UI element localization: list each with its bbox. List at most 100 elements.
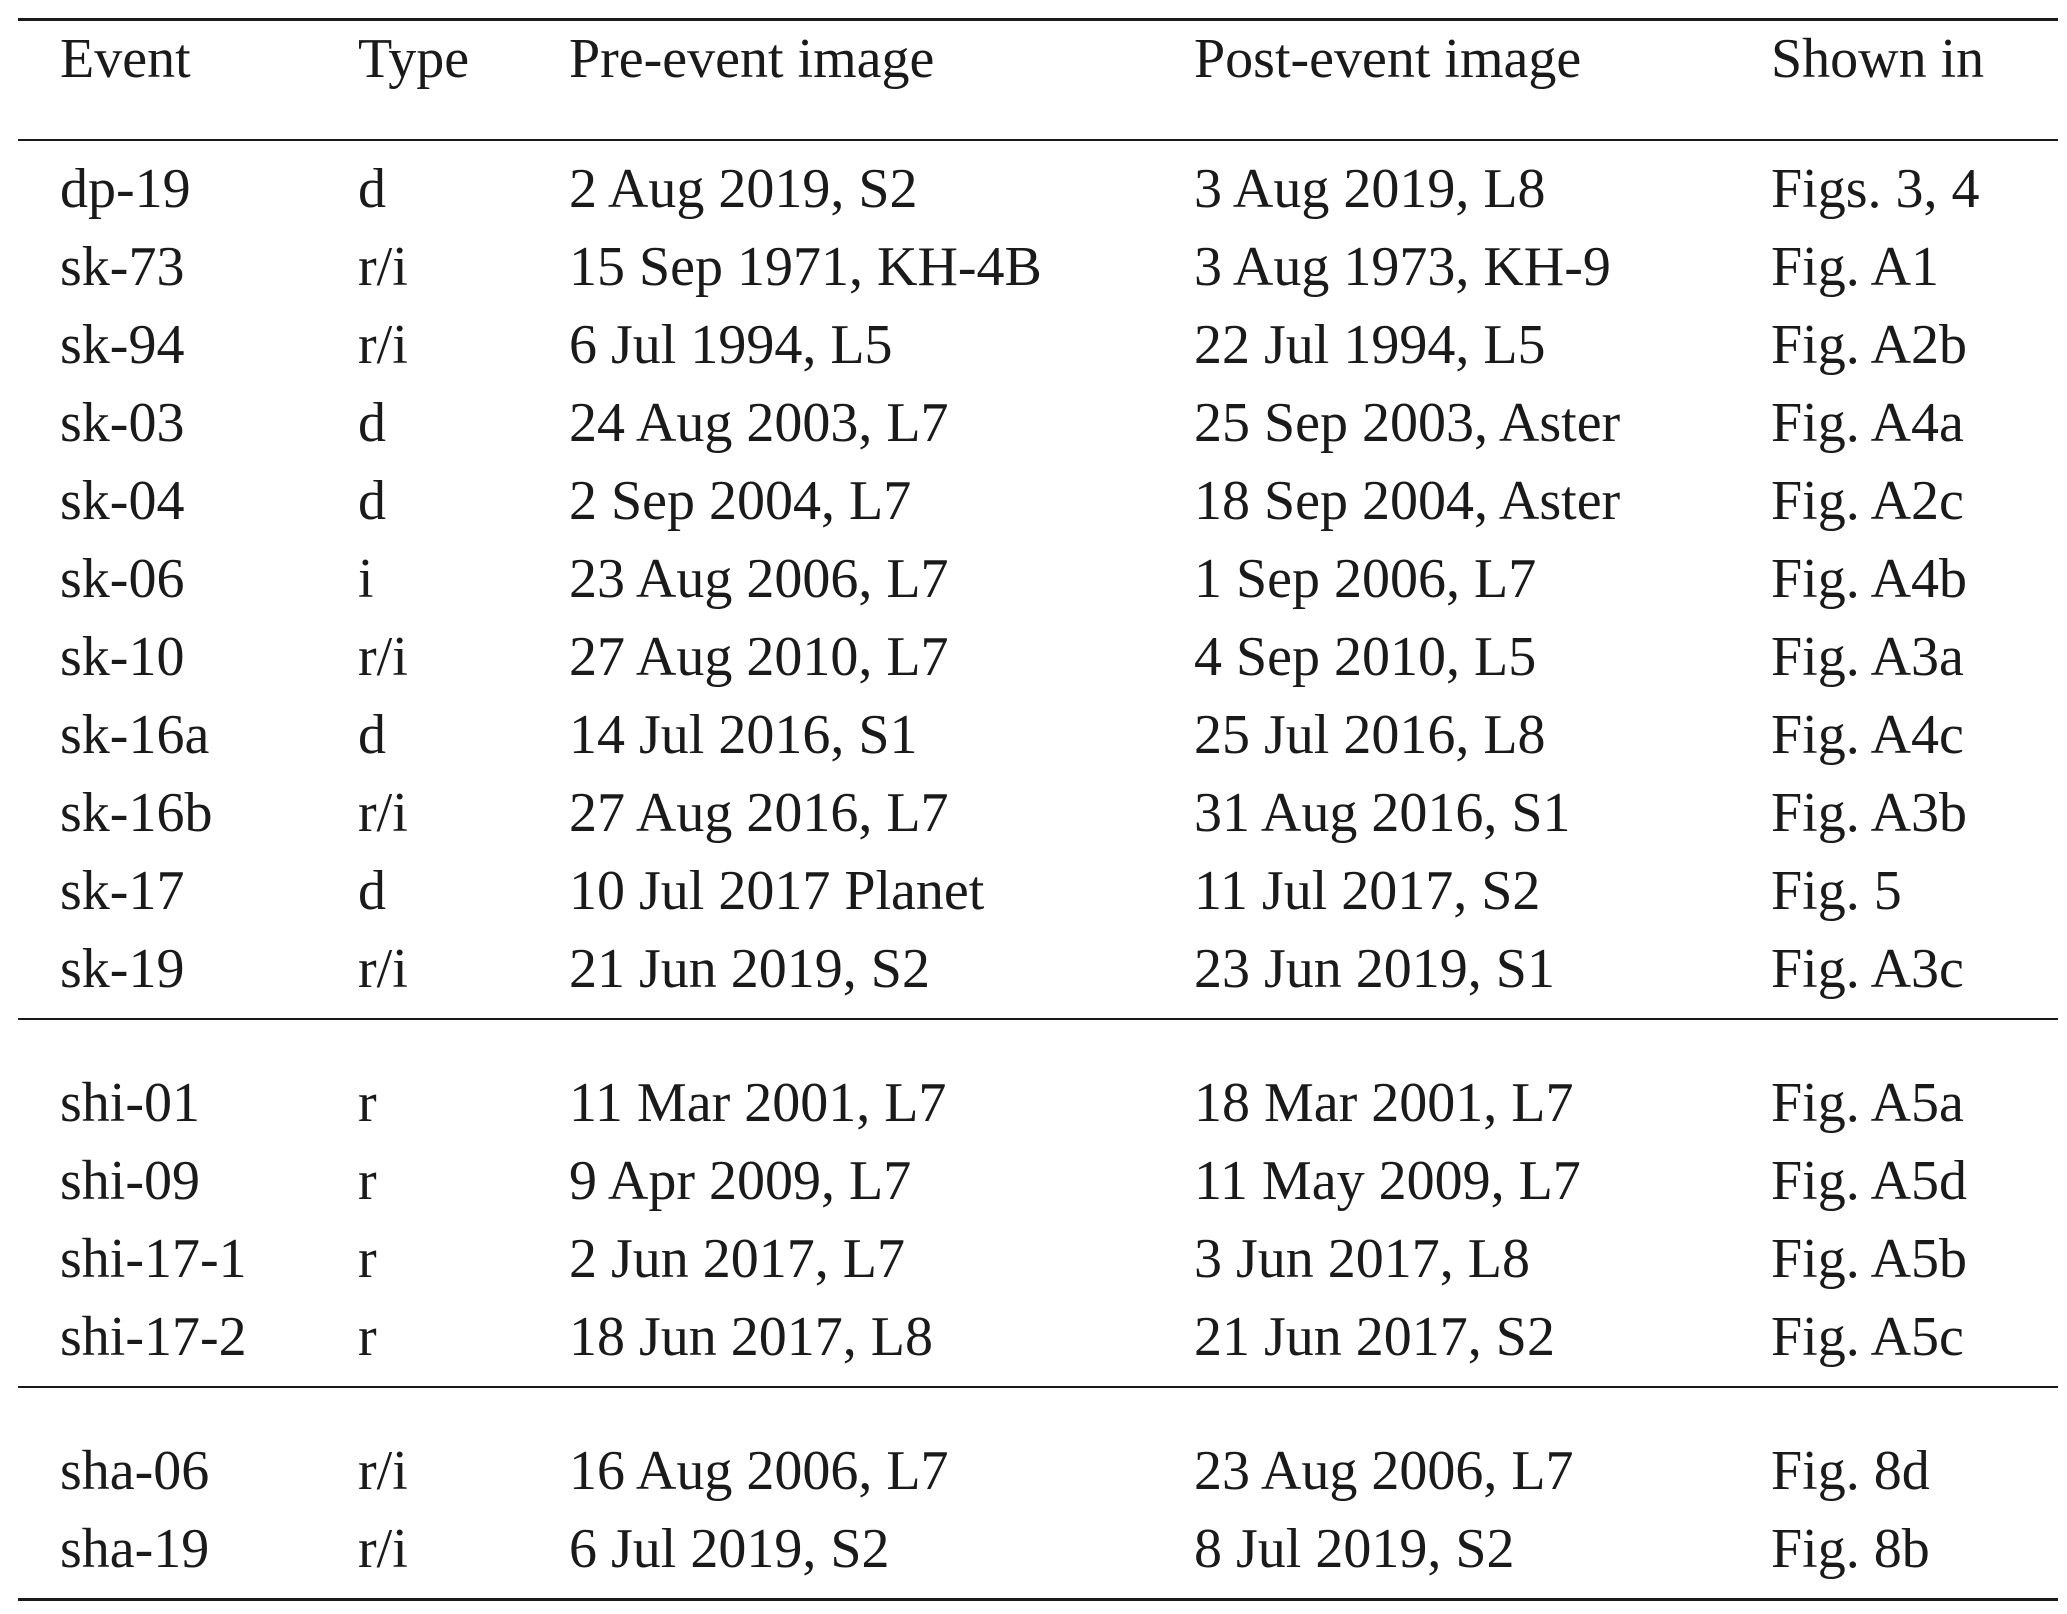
table-row: sk-16a d 14 Jul 2016, S1 25 Jul 2016, L8 Fig… (18, 696, 2058, 774)
cell-type: d (358, 158, 386, 220)
cell-event: shi-01 (60, 1072, 200, 1134)
cell-event: sk-16a (60, 704, 210, 766)
cell-type: r/i (358, 782, 408, 844)
header-row: Event Type Pre-event image Post-event im… (18, 20, 2058, 98)
cell-pre-event-image: 18 Jun 2017, L8 (569, 1306, 933, 1368)
cell-event: sk-04 (60, 470, 185, 532)
cell-shown-in: Fig. A2b (1771, 314, 1968, 376)
header-rule (18, 139, 2058, 141)
cell-pre-event-image: 9 Apr 2009, L7 (569, 1150, 912, 1212)
cell-pre-event-image: 14 Jul 2016, S1 (569, 704, 918, 766)
cell-event: sk-19 (60, 938, 185, 1000)
cell-event: sk-94 (60, 314, 185, 376)
cell-pre-event-image: 16 Aug 2006, L7 (569, 1440, 949, 1502)
cell-shown-in: Fig. 8d (1771, 1440, 1930, 1502)
cell-pre-event-image: 15 Sep 1971, KH-4B (569, 236, 1042, 298)
cell-event: sha-19 (60, 1518, 210, 1580)
cell-type: r (358, 1228, 377, 1290)
cell-type: d (358, 392, 386, 454)
cell-pre-event-image: 27 Aug 2010, L7 (569, 626, 949, 688)
cell-shown-in: Fig. A4b (1771, 548, 1968, 610)
cell-shown-in: Fig. A3a (1771, 626, 1964, 688)
cell-pre-event-image: 27 Aug 2016, L7 (569, 782, 949, 844)
table-row: sk-19 r/i 21 Jun 2019, S2 23 Jun 2019, S1 Fi… (18, 930, 2058, 1008)
cell-post-event-image: 18 Sep 2004, Aster (1194, 470, 1621, 532)
table-row: shi-17-1 r 2 Jun 2017, L7 3 Jun 2017, L8 Fig… (18, 1220, 2058, 1298)
cell-shown-in: Fig. A5a (1771, 1072, 1964, 1134)
cell-shown-in: Fig. 8b (1771, 1518, 1930, 1580)
group-separator-rule (18, 1386, 2058, 1388)
cell-post-event-image: 25 Sep 2003, Aster (1194, 392, 1621, 454)
cell-shown-in: Fig. 5 (1771, 860, 1902, 922)
cell-type: i (358, 548, 374, 610)
table-row: shi-09 r 9 Apr 2009, L7 11 May 2009, L7 Fig.… (18, 1142, 2058, 1220)
header-shown-in: Shown in (1771, 28, 1985, 90)
cell-pre-event-image: 6 Jul 2019, S2 (569, 1518, 890, 1580)
cell-shown-in: Fig. A4a (1771, 392, 1964, 454)
cell-post-event-image: 11 Jul 2017, S2 (1194, 860, 1541, 922)
cell-pre-event-image: 2 Aug 2019, S2 (569, 158, 918, 220)
table-row: sk-94 r/i 6 Jul 1994, L5 22 Jul 1994, L5 Fig… (18, 306, 2058, 384)
table-row: shi-01 r 11 Mar 2001, L7 18 Mar 2001, L7 Fig… (18, 1064, 2058, 1142)
header-type: Type (358, 28, 470, 90)
cell-pre-event-image: 10 Jul 2017 Planet (569, 860, 985, 922)
cell-event: sk-10 (60, 626, 185, 688)
cell-type: r/i (358, 938, 408, 1000)
cell-post-event-image: 23 Aug 2006, L7 (1194, 1440, 1574, 1502)
cell-event: sk-17 (60, 860, 185, 922)
cell-shown-in: Fig. A3b (1771, 782, 1968, 844)
table-row: sk-03 d 24 Aug 2003, L7 25 Sep 2003, Aster F… (18, 384, 2058, 462)
cell-pre-event-image: 23 Aug 2006, L7 (569, 548, 949, 610)
header-post-event-image: Post-event image (1194, 28, 1582, 90)
header-pre-event-image: Pre-event image (569, 28, 935, 90)
cell-event: shi-17-2 (60, 1306, 247, 1368)
cell-post-event-image: 3 Aug 1973, KH-9 (1194, 236, 1611, 298)
cell-post-event-image: 18 Mar 2001, L7 (1194, 1072, 1574, 1134)
cell-shown-in: Fig. A2c (1771, 470, 1964, 532)
cell-shown-in: Fig. A1 (1771, 236, 1940, 298)
cell-type: r (358, 1072, 377, 1134)
table-row: sk-04 d 2 Sep 2004, L7 18 Sep 2004, Aster Fi… (18, 462, 2058, 540)
cell-pre-event-image: 21 Jun 2019, S2 (569, 938, 930, 1000)
cell-post-event-image: 21 Jun 2017, S2 (1194, 1306, 1555, 1368)
cell-event: sk-03 (60, 392, 185, 454)
cell-type: r/i (358, 626, 408, 688)
table-row: sk-16b r/i 27 Aug 2016, L7 31 Aug 2016, S1 F… (18, 774, 2058, 852)
cell-shown-in: Fig. A5c (1771, 1306, 1964, 1368)
cell-pre-event-image: 11 Mar 2001, L7 (569, 1072, 947, 1134)
table-row: sk-10 r/i 27 Aug 2010, L7 4 Sep 2010, L5 Fig… (18, 618, 2058, 696)
cell-post-event-image: 3 Jun 2017, L8 (1194, 1228, 1530, 1290)
cell-type: d (358, 470, 386, 532)
cell-event: sha-06 (60, 1440, 210, 1502)
table-row: sha-06 r/i 16 Aug 2006, L7 23 Aug 2006, L7 F… (18, 1432, 2058, 1510)
cell-event: sk-73 (60, 236, 185, 298)
bottom-rule (18, 1598, 2058, 1601)
cell-type: r/i (358, 1518, 408, 1580)
cell-type: d (358, 704, 386, 766)
cell-type: d (358, 860, 386, 922)
table-row: shi-17-2 r 18 Jun 2017, L8 21 Jun 2017, S2 F… (18, 1298, 2058, 1376)
header-event: Event (60, 28, 191, 90)
table-row: sk-73 r/i 15 Sep 1971, KH-4B 3 Aug 1973, KH… (18, 228, 2058, 306)
cell-post-event-image: 23 Jun 2019, S1 (1194, 938, 1555, 1000)
group-separator-rule (18, 1018, 2058, 1020)
cell-pre-event-image: 24 Aug 2003, L7 (569, 392, 949, 454)
cell-post-event-image: 8 Jul 2019, S2 (1194, 1518, 1515, 1580)
cell-event: dp-19 (60, 158, 191, 220)
cell-shown-in: Fig. A4c (1771, 704, 1964, 766)
table-row: sha-19 r/i 6 Jul 2019, S2 8 Jul 2019, S2 Fig… (18, 1510, 2058, 1588)
table-row: sk-06 i 23 Aug 2006, L7 1 Sep 2006, L7 Fig. … (18, 540, 2058, 618)
cell-type: r/i (358, 236, 408, 298)
cell-pre-event-image: 6 Jul 1994, L5 (569, 314, 893, 376)
cell-pre-event-image: 2 Jun 2017, L7 (569, 1228, 905, 1290)
cell-shown-in: Fig. A5d (1771, 1150, 1968, 1212)
cell-post-event-image: 3 Aug 2019, L8 (1194, 158, 1546, 220)
cell-event: sk-16b (60, 782, 213, 844)
cell-type: r (358, 1306, 377, 1368)
cell-shown-in: Figs. 3, 4 (1771, 158, 1980, 220)
cell-shown-in: Fig. A3c (1771, 938, 1964, 1000)
cell-post-event-image: 31 Aug 2016, S1 (1194, 782, 1571, 844)
cell-pre-event-image: 2 Sep 2004, L7 (569, 470, 912, 532)
cell-event: shi-09 (60, 1150, 200, 1212)
cell-event: shi-17-1 (60, 1228, 247, 1290)
